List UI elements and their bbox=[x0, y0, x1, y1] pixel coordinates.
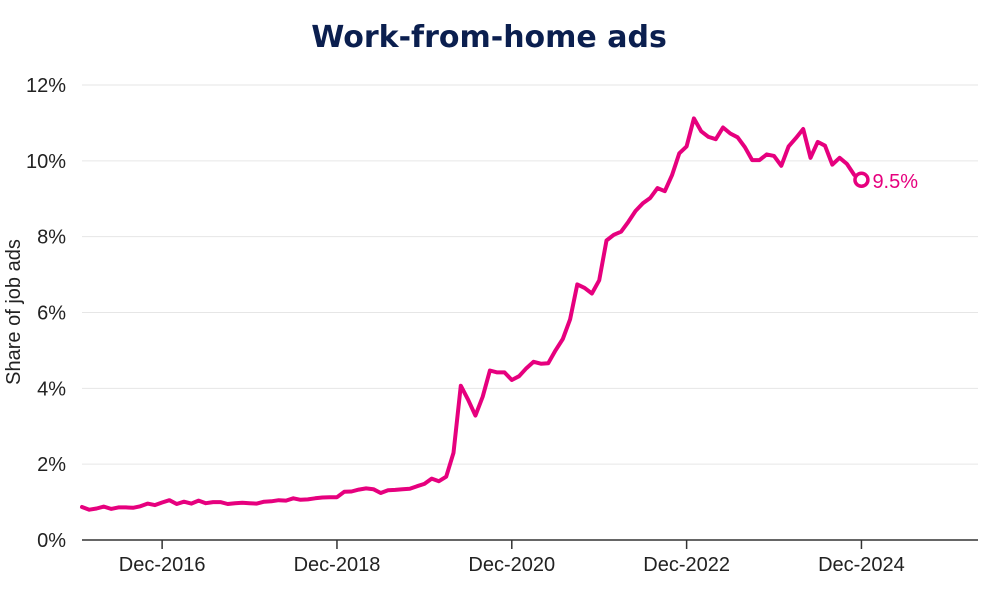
chart-title: Work-from-home ads bbox=[311, 20, 667, 55]
y-tick-label: 2% bbox=[37, 454, 66, 476]
x-tick-label: Dec-2016 bbox=[119, 554, 206, 576]
x-tick-label: Dec-2018 bbox=[294, 554, 381, 576]
y-tick-label: 12% bbox=[26, 75, 66, 97]
y-tick-label: 8% bbox=[37, 227, 66, 249]
series-line bbox=[80, 116, 864, 512]
gridlines bbox=[82, 84, 978, 465]
end-point-marker bbox=[853, 171, 870, 189]
y-tick-label: 4% bbox=[37, 378, 66, 400]
x-tick-label: Dec-2022 bbox=[643, 554, 730, 576]
y-axis-label: Share of job ads bbox=[3, 239, 25, 385]
y-tick-label: 10% bbox=[26, 151, 66, 173]
y-tick-label: 0% bbox=[37, 530, 66, 552]
end-value-label: 9.5% bbox=[872, 171, 918, 193]
y-tick-label: 6% bbox=[37, 303, 66, 325]
y-axis: 0% 2% 4% 6% 8% 10% 12% bbox=[26, 75, 66, 552]
x-axis: Dec-2016 Dec-2018 Dec-2020 Dec-2022 Dec-2024 bbox=[82, 539, 978, 576]
series: 9.5% bbox=[80, 116, 918, 512]
x-tick-label: Dec-2020 bbox=[468, 554, 555, 576]
x-tick-label: Dec-2024 bbox=[818, 554, 905, 576]
